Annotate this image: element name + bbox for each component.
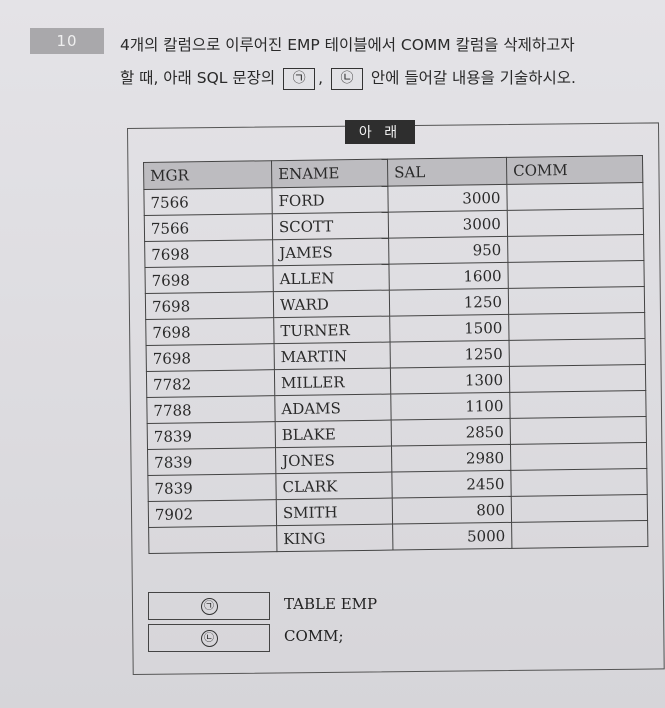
cell-sal: 1500 <box>389 314 510 343</box>
cell-ename: ADAMS <box>274 394 392 422</box>
cell-comm <box>509 364 646 393</box>
cell-mgr: 7566 <box>144 213 273 242</box>
cell-mgr <box>148 525 277 554</box>
cell-mgr: 7698 <box>144 265 274 294</box>
cell-mgr: 7698 <box>145 291 274 320</box>
cell-ename: SCOTT <box>272 212 389 240</box>
cell-sal: 3000 <box>387 184 508 213</box>
cell-comm <box>510 442 647 471</box>
answer-blank-1-box: ㉠ <box>148 592 270 620</box>
cell-sal: 2450 <box>391 470 512 499</box>
cell-ename: MILLER <box>274 368 391 396</box>
cell-sal: 1600 <box>388 262 509 291</box>
answer-blank-2-box: ㉡ <box>148 624 270 652</box>
cell-comm <box>507 208 644 237</box>
cell-ename: SMITH <box>276 498 393 526</box>
answer-blank-1-marker: ㉠ <box>200 597 218 615</box>
cell-mgr: 7839 <box>147 473 277 502</box>
cell-comm <box>509 338 646 367</box>
blank-2-box: ㉡ <box>330 67 363 90</box>
question-line-1: 4개의 칼럼으로 이루어진 EMP 테이블에서 COMM 칼럼을 삭제하고자 <box>120 36 575 54</box>
table-body: 7566 FORD 3000 7566 SCOTT 3000 7698 JAMES 950 769… <box>143 182 648 554</box>
cell-mgr: 7566 <box>143 187 273 216</box>
cell-comm <box>507 260 645 289</box>
cell-sal: 800 <box>392 496 512 525</box>
cell-comm <box>510 468 648 497</box>
cell-mgr: 7839 <box>147 421 276 450</box>
header-mgr: MGR <box>143 160 272 190</box>
cell-comm <box>510 416 647 445</box>
example-label: 아 래 <box>345 120 415 144</box>
cell-mgr: 7698 <box>145 317 275 346</box>
question-number: 10 <box>30 28 104 54</box>
header-sal: SAL <box>387 157 507 187</box>
cell-ename: JONES <box>275 446 392 474</box>
cell-ename: BLAKE <box>275 420 392 448</box>
answer-line-1-text: TABLE EMP <box>284 595 378 613</box>
emp-table: MGR ENAME SAL COMM 7566 FORD 3000 7566 SCOTT… <box>143 155 648 554</box>
cell-ename: ALLEN <box>272 264 390 292</box>
question-line-2: 할 때, 아래 SQL 문장의 ㉠, ㉡ 안에 들어갈 내용을 기술하시오. <box>120 66 576 90</box>
cell-ename: CLARK <box>275 472 393 500</box>
cell-sal: 5000 <box>392 522 512 551</box>
cell-sal: 3000 <box>388 210 508 239</box>
cell-ename: KING <box>276 524 393 552</box>
blank-separator: , <box>318 69 324 87</box>
cell-sal: 1100 <box>390 392 511 421</box>
cell-sal: 1250 <box>390 340 510 369</box>
cell-mgr: 7839 <box>147 447 276 476</box>
blank-1-box: ㉠ <box>283 67 316 90</box>
cell-sal: 1300 <box>390 366 510 395</box>
cell-comm <box>507 234 644 263</box>
question-line-2-prefix: 할 때, 아래 SQL 문장의 <box>120 69 276 87</box>
cell-mgr: 7698 <box>146 343 275 372</box>
cell-comm <box>508 286 645 315</box>
cell-ename: MARTIN <box>274 342 391 370</box>
answer-line-2-text: COMM; <box>284 627 344 645</box>
header-comm: COMM <box>506 155 643 185</box>
header-ename: ENAME <box>271 159 388 188</box>
cell-comm <box>511 520 648 549</box>
cell-sal: 950 <box>388 236 508 265</box>
cell-comm <box>506 182 644 211</box>
cell-ename: JAMES <box>272 238 389 266</box>
cell-ename: TURNER <box>273 316 391 344</box>
cell-comm <box>509 390 647 419</box>
cell-mgr: 7698 <box>144 239 273 268</box>
cell-mgr: 7782 <box>146 369 275 398</box>
cell-comm <box>508 312 646 341</box>
cell-mgr: 7788 <box>146 395 276 424</box>
cell-sal: 2980 <box>391 444 511 473</box>
cell-sal: 1250 <box>389 288 509 317</box>
question-line-2-suffix: 안에 들어갈 내용을 기술하시오. <box>370 69 576 87</box>
cell-sal: 2850 <box>391 418 511 447</box>
cell-comm <box>511 494 648 523</box>
cell-ename: FORD <box>271 186 389 214</box>
cell-mgr: 7902 <box>148 499 277 528</box>
answer-blank-2-marker: ㉡ <box>200 629 218 647</box>
cell-ename: WARD <box>273 290 390 318</box>
